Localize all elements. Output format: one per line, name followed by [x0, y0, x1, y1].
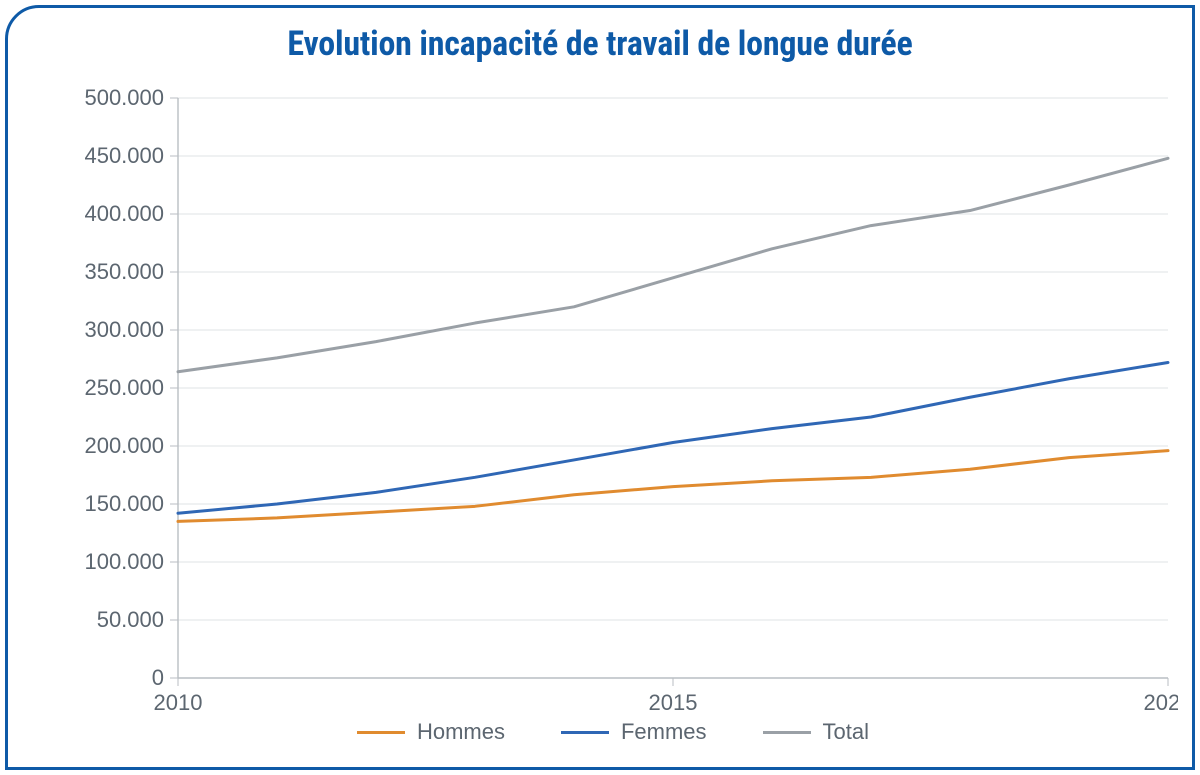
- series-line: [178, 451, 1168, 522]
- line-chart-svg: 0 50.000 100.000 150.000 200.000 250.000 300.0…: [48, 68, 1178, 758]
- y-tick-label: 400.000: [84, 201, 164, 226]
- y-tick-label: 150.000: [84, 491, 164, 516]
- legend-swatch: [561, 731, 609, 734]
- y-tick-label: 350.000: [84, 259, 164, 284]
- legend-label: Total: [823, 719, 869, 744]
- y-tick-label: 250.000: [84, 375, 164, 400]
- y-tick-label: 500.000: [84, 85, 164, 110]
- legend-item: Total: [763, 718, 869, 745]
- y-tick-label: 200.000: [84, 433, 164, 458]
- x-tick-label: 2010: [154, 690, 203, 715]
- y-tick-label: 450.000: [84, 143, 164, 168]
- series-line: [178, 158, 1168, 371]
- chart-title: Evolution incapacité de travail de longu…: [8, 24, 1192, 64]
- legend: Hommes Femmes Total: [48, 718, 1178, 745]
- series-line: [178, 362, 1168, 513]
- legend-swatch: [357, 731, 405, 734]
- legend-label: Femmes: [621, 719, 707, 744]
- legend-item: Femmes: [561, 718, 707, 745]
- legend-item: Hommes: [357, 718, 505, 745]
- y-tick-label: 50.000: [97, 607, 164, 632]
- x-tick-label: 2020: [1144, 690, 1178, 715]
- y-tick-label: 300.000: [84, 317, 164, 342]
- legend-swatch: [763, 731, 811, 734]
- y-tick-label: 0: [152, 665, 164, 690]
- y-tick-label: 100.000: [84, 549, 164, 574]
- legend-label: Hommes: [417, 719, 505, 744]
- x-tick-label: 2015: [649, 690, 698, 715]
- chart-frame: Evolution incapacité de travail de longu…: [5, 5, 1195, 770]
- chart-area: 0 50.000 100.000 150.000 200.000 250.000 300.0…: [48, 68, 1178, 758]
